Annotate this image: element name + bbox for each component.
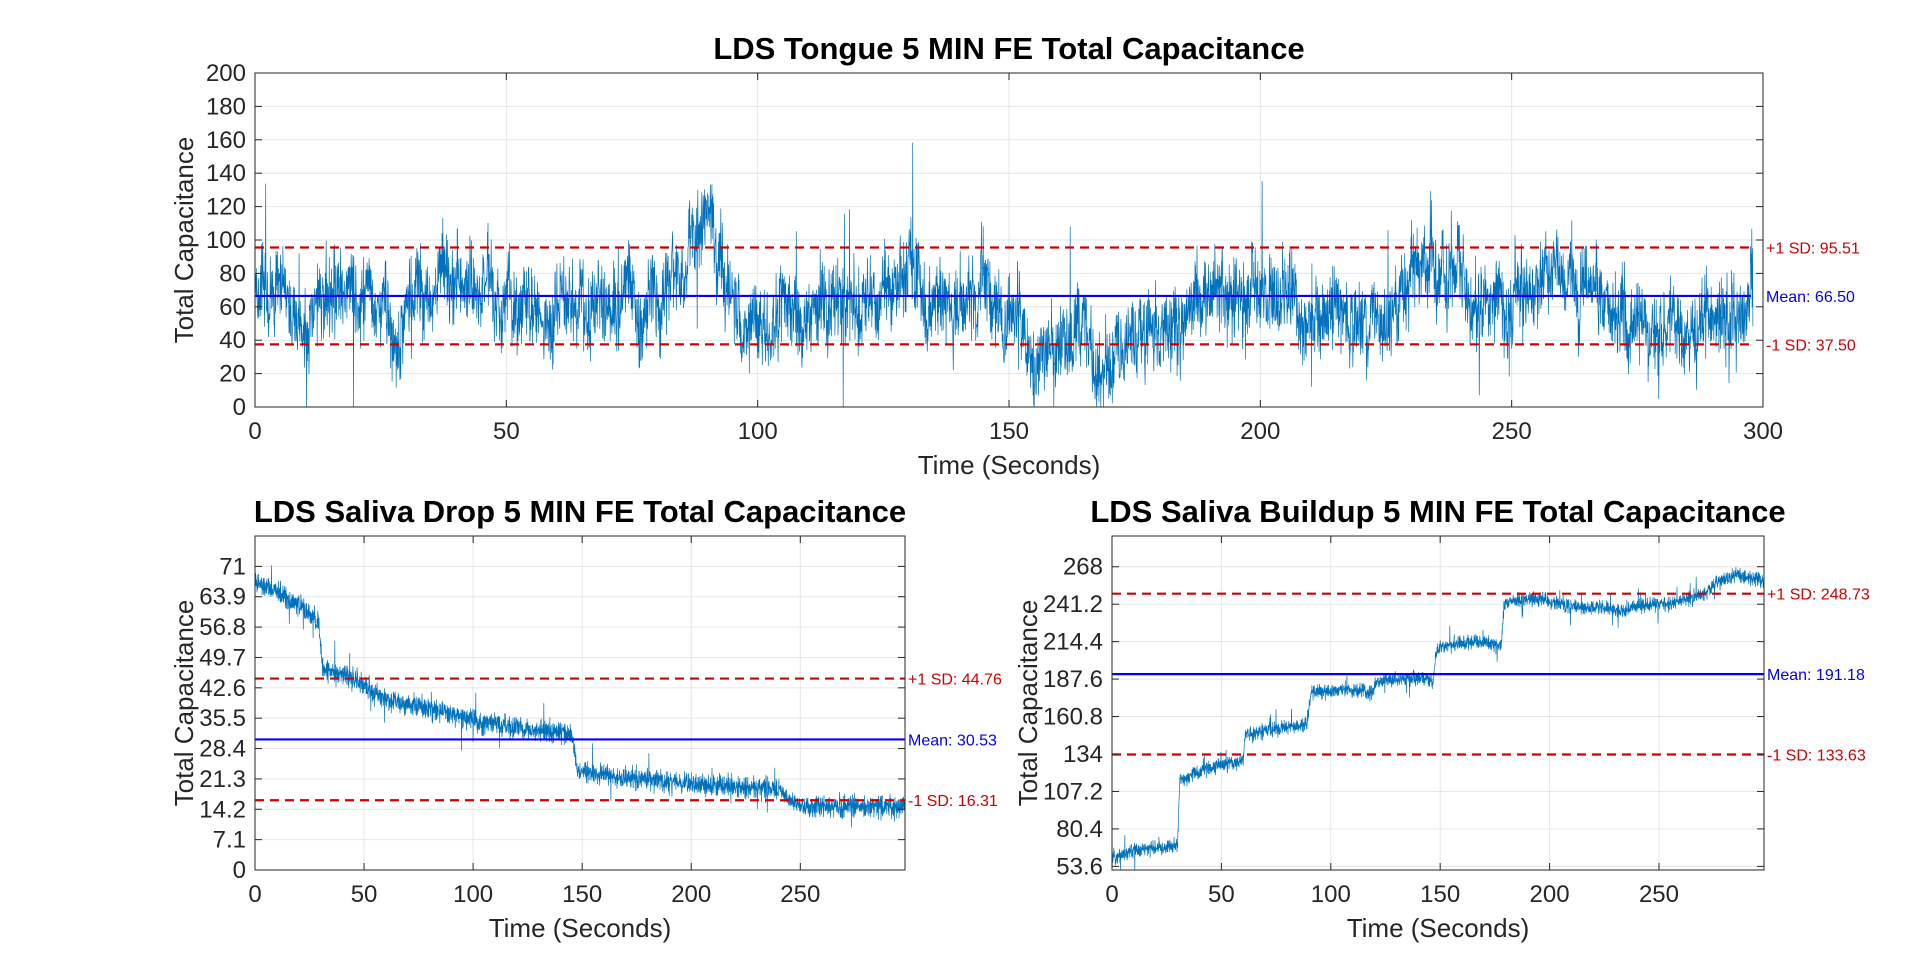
x-tick-label: 100 — [1311, 881, 1351, 908]
axes-box — [254, 535, 906, 871]
signal-series-line — [1112, 567, 1764, 870]
minus-sd-label: -1 SD: 133.63 — [1767, 748, 1866, 765]
plot-area — [1112, 536, 1764, 870]
y-tick-label: 241.2 — [1043, 591, 1103, 618]
y-tick-label: 187.6 — [1043, 666, 1103, 693]
x-tick-label: 100 — [453, 881, 493, 908]
signal-series-line — [255, 565, 905, 828]
x-tick-label: 250 — [1492, 418, 1532, 445]
y-tick-label: 160.8 — [1043, 704, 1103, 731]
mean-label: Mean: 30.53 — [908, 732, 997, 749]
y-tick-label: 268 — [1063, 554, 1103, 581]
x-tick-label: 50 — [351, 881, 378, 908]
x-axis-label: Time (Seconds) — [918, 450, 1101, 480]
chart-tongue: +1 SD: 95.51 Mean: 66.50 -1 SD: 37.50 0 50 10… — [169, 31, 1860, 480]
y-tick-label: 14.2 — [199, 796, 246, 823]
x-tick-label: 0 — [248, 418, 261, 445]
y-tick-label: 21.3 — [199, 766, 246, 793]
signal-series-line — [255, 142, 1754, 407]
minus-sd-label: -1 SD: 37.50 — [1766, 337, 1856, 354]
x-tick-label: 0 — [248, 881, 261, 908]
x-tick-label: 200 — [671, 881, 711, 908]
y-tick-label: 49.7 — [199, 644, 246, 671]
y-tick-label: 200 — [206, 60, 246, 87]
y-tick-label: 71 — [219, 553, 246, 580]
y-tick-label: 80 — [219, 260, 246, 287]
mean-label: Mean: 66.50 — [1766, 289, 1855, 306]
y-tick-label: 40 — [219, 327, 246, 354]
plus-sd-label: +1 SD: 44.76 — [908, 672, 1002, 689]
y-tick-label: 60 — [219, 294, 246, 321]
x-tick-label: 0 — [1105, 881, 1118, 908]
y-tick-label: 35.5 — [199, 705, 246, 732]
x-axis-label: Time (Seconds) — [489, 913, 672, 943]
x-tick-label: 200 — [1530, 881, 1570, 908]
y-tick-label: 28.4 — [199, 736, 246, 763]
plus-sd-label: +1 SD: 95.51 — [1766, 240, 1860, 257]
x-axis-label: Time (Seconds) — [1347, 913, 1530, 943]
y-axis-label: Total Capacitance — [169, 600, 199, 807]
x-tick-label: 200 — [1240, 418, 1280, 445]
x-tick-label: 150 — [562, 881, 602, 908]
y-tick-label: 80.4 — [1056, 816, 1103, 843]
y-tick-label: 0 — [233, 394, 246, 421]
y-tick-label: 214.4 — [1043, 629, 1103, 656]
chart-title: LDS Saliva Drop 5 MIN FE Total Capacitan… — [254, 494, 906, 529]
axes-box — [1111, 535, 1765, 871]
y-tick-label: 20 — [219, 361, 246, 388]
y-tick-label: 0 — [233, 857, 246, 884]
y-tick-label: 120 — [206, 194, 246, 221]
x-tick-label: 300 — [1743, 418, 1783, 445]
y-tick-label: 7.1 — [213, 827, 246, 854]
x-tick-label: 50 — [1208, 881, 1235, 908]
y-tick-label: 107.2 — [1043, 778, 1103, 805]
y-tick-label: 180 — [206, 93, 246, 120]
chart-title: LDS Saliva Buildup 5 MIN FE Total Capaci… — [1090, 494, 1785, 529]
y-tick-label: 100 — [206, 227, 246, 254]
chart-title: LDS Tongue 5 MIN FE Total Capacitance — [713, 31, 1304, 66]
y-tick-label: 56.8 — [199, 614, 246, 641]
x-tick-label: 250 — [780, 881, 820, 908]
y-axis-label: Total Capacitance — [1013, 600, 1043, 807]
plot-area — [255, 536, 905, 870]
y-tick-label: 140 — [206, 160, 246, 187]
x-tick-label: 150 — [989, 418, 1029, 445]
y-tick-label: 63.9 — [199, 584, 246, 611]
x-tick-label: 50 — [493, 418, 520, 445]
chart-saliva_drop: +1 SD: 44.76 Mean: 30.53 -1 SD: 16.31 0 50 10… — [169, 494, 1002, 943]
mean-label: Mean: 191.18 — [1767, 667, 1865, 684]
x-tick-label: 150 — [1420, 881, 1460, 908]
y-tick-label: 160 — [206, 127, 246, 154]
y-axis-label: Total Capacitance — [169, 137, 199, 344]
plus-sd-label: +1 SD: 248.73 — [1767, 587, 1870, 604]
x-tick-label: 100 — [738, 418, 778, 445]
y-tick-label: 134 — [1063, 741, 1103, 768]
y-tick-label: 53.6 — [1056, 853, 1103, 880]
y-tick-label: 42.6 — [199, 675, 246, 702]
minus-sd-label: -1 SD: 16.31 — [908, 793, 998, 810]
x-tick-label: 250 — [1639, 881, 1679, 908]
